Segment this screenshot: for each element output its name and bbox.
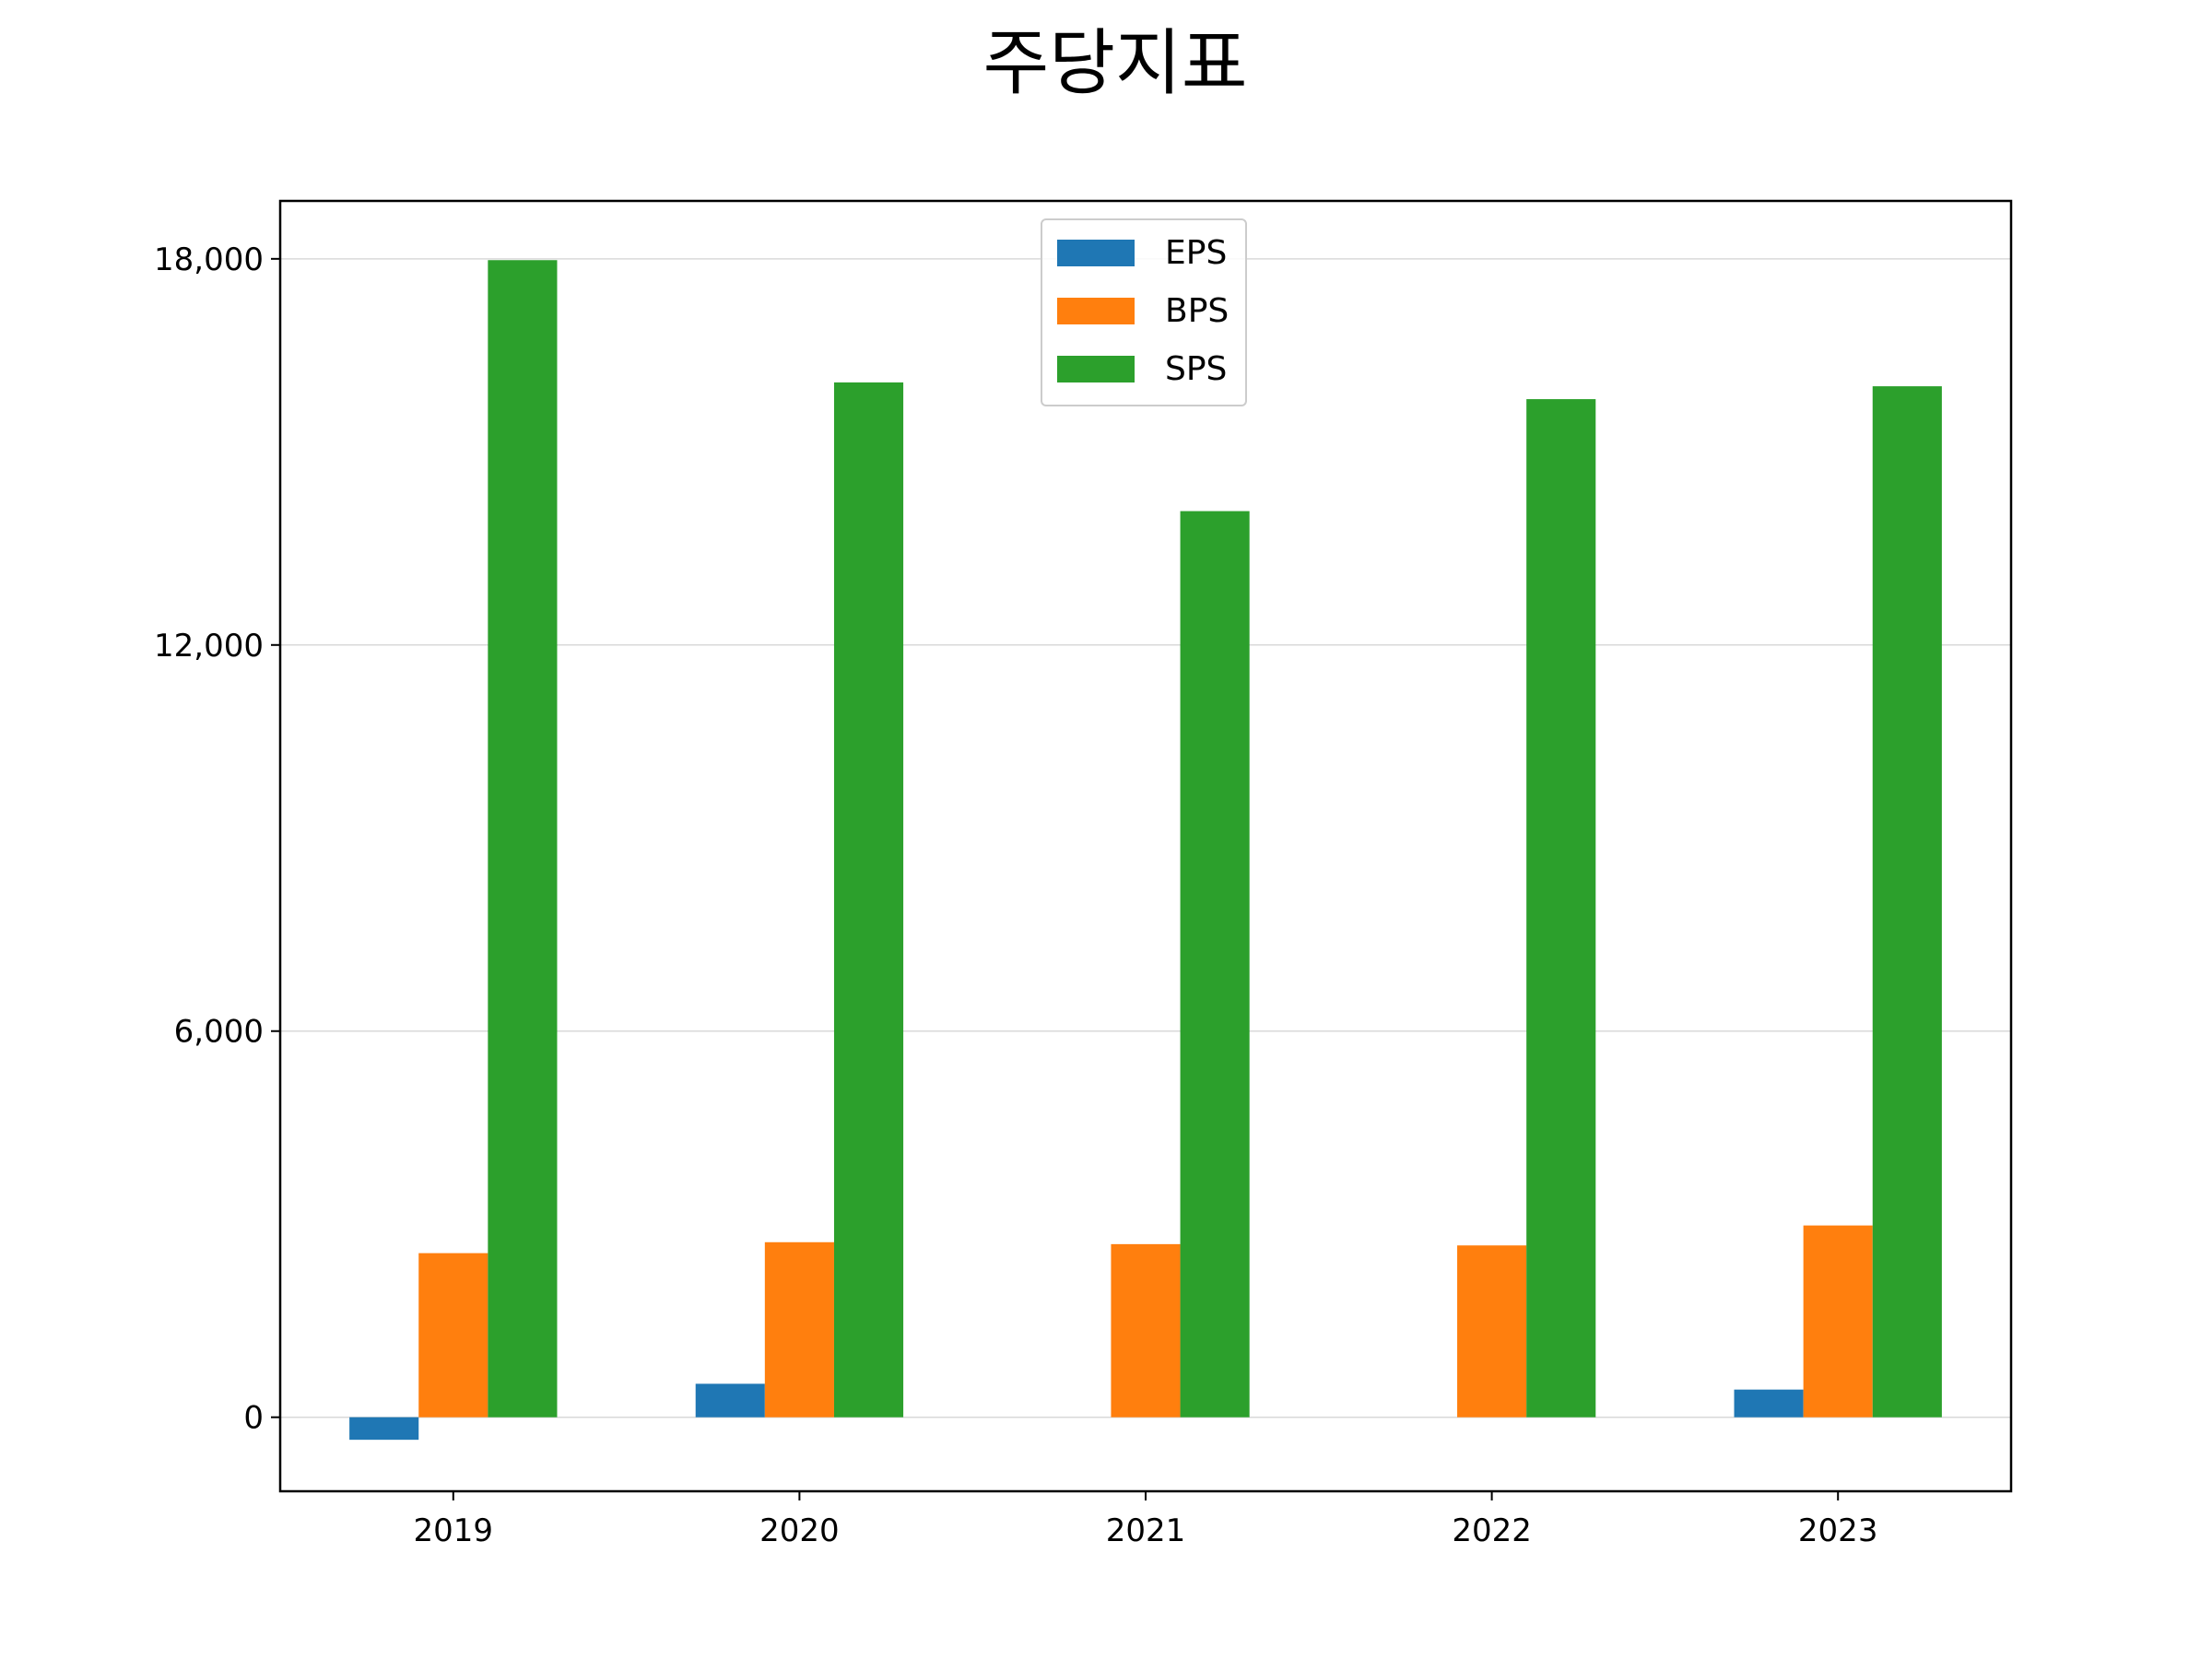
x-tick-label: 2020 (759, 1512, 840, 1549)
bar-sps-2023 (1872, 386, 1942, 1418)
bar-bps-2022 (1457, 1245, 1527, 1418)
bar-sps-2020 (833, 382, 904, 1418)
y-tick-label: 0 (243, 1400, 264, 1437)
y-tick-label: 12,000 (154, 628, 264, 665)
legend-label-bps: BPS (1165, 292, 1229, 330)
y-tick-label: 18,000 (154, 241, 264, 278)
x-tick-label: 2019 (414, 1512, 494, 1549)
legend-swatch-sps (1057, 356, 1135, 382)
x-tick-label: 2022 (1452, 1512, 1532, 1549)
bar-eps-2019 (349, 1417, 419, 1441)
y-tick-label: 6,000 (174, 1014, 264, 1051)
bar-eps-2020 (695, 1383, 765, 1418)
bar-sps-2021 (1180, 511, 1250, 1418)
legend-label-sps: SPS (1165, 350, 1227, 388)
bar-bps-2020 (764, 1241, 834, 1418)
legend-label-eps: EPS (1165, 234, 1227, 272)
chart-title: 주당지표 (982, 22, 1247, 105)
bar-bps-2021 (1111, 1243, 1181, 1418)
bar-bps-2023 (1803, 1225, 1873, 1418)
legend-swatch-eps (1057, 240, 1135, 266)
legend-swatch-bps (1057, 298, 1135, 324)
bar-bps-2019 (418, 1253, 488, 1418)
x-tick-label: 2021 (1106, 1512, 1186, 1549)
bar-eps-2023 (1734, 1389, 1804, 1418)
bar-sps-2022 (1526, 399, 1596, 1418)
bar-sps-2019 (488, 260, 558, 1418)
legend: EPS BPS SPS (1041, 218, 1247, 406)
x-tick-label: 2023 (1798, 1512, 1878, 1549)
